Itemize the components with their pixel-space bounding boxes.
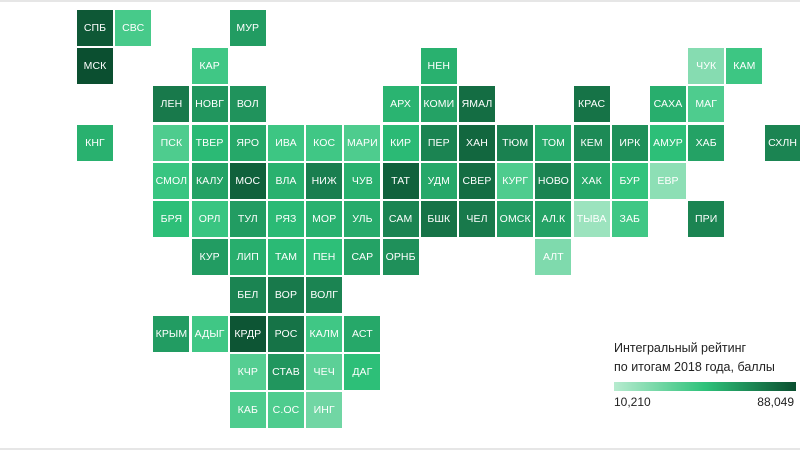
region-tile-САР[interactable]: САР <box>344 239 381 276</box>
region-tile-КАР[interactable]: КАР <box>191 48 228 85</box>
region-tile-ЛЕН[interactable]: ЛЕН <box>153 86 190 123</box>
legend-title-line-1: Интегральный рейтинг <box>614 341 747 355</box>
region-tile-КРАС[interactable]: КРАС <box>573 86 610 123</box>
region-tile-ТАМ[interactable]: ТАМ <box>268 239 304 276</box>
region-tile-ЧУВ[interactable]: ЧУВ <box>344 162 381 199</box>
region-tile-КЕМ[interactable]: КЕМ <box>573 124 610 161</box>
region-tile-ВОЛГ[interactable]: ВОЛГ <box>306 277 343 314</box>
region-tile-АЛТ[interactable]: АЛТ <box>535 239 572 276</box>
region-tile-ХАН[interactable]: ХАН <box>459 124 495 161</box>
region-tile-ПРИ[interactable]: ПРИ <box>688 201 725 237</box>
region-tile-САМ[interactable]: САМ <box>382 201 419 237</box>
region-tile-РЯЗ[interactable]: РЯЗ <box>268 201 304 237</box>
region-tile-АЛ.К[interactable]: АЛ.К <box>535 201 572 237</box>
region-tile-С.ОС[interactable]: С.ОС <box>268 392 304 428</box>
region-tile-НЕН[interactable]: НЕН <box>420 48 457 85</box>
region-tile-СТАВ[interactable]: СТАВ <box>268 353 304 390</box>
region-tile-СВЕР[interactable]: СВЕР <box>459 162 495 199</box>
region-tile-ЯРО[interactable]: ЯРО <box>229 124 266 161</box>
region-tile-ТУЛ[interactable]: ТУЛ <box>229 201 266 237</box>
bottom-divider <box>0 448 800 450</box>
region-tile-ВОР[interactable]: ВОР <box>268 277 304 314</box>
region-tile-ДАГ[interactable]: ДАГ <box>344 353 381 390</box>
region-tile-САХА[interactable]: САХА <box>650 86 686 123</box>
region-tile-ОРЛ[interactable]: ОРЛ <box>191 201 228 237</box>
region-tile-ИНГ[interactable]: ИНГ <box>306 392 343 428</box>
region-tile-АСТ[interactable]: АСТ <box>344 315 381 352</box>
region-tile-ХАБ[interactable]: ХАБ <box>688 124 725 161</box>
region-tile-ЧУК[interactable]: ЧУК <box>688 48 725 85</box>
region-tile-ЧЕЛ[interactable]: ЧЕЛ <box>459 201 495 237</box>
region-tile-СВС[interactable]: СВС <box>115 10 152 46</box>
region-tile-БУР[interactable]: БУР <box>611 162 648 199</box>
region-tile-КНГ[interactable]: КНГ <box>77 124 113 161</box>
region-tile-КРДР[interactable]: КРДР <box>229 315 266 352</box>
region-tile-АМУР[interactable]: АМУР <box>650 124 686 161</box>
region-tile-МАГ[interactable]: МАГ <box>688 86 725 123</box>
legend-gradient-bar <box>614 382 796 391</box>
region-tile-ПСК[interactable]: ПСК <box>153 124 190 161</box>
legend-title-line-2: по итогам 2018 года, баллы <box>614 360 775 374</box>
region-tile-КУРГ[interactable]: КУРГ <box>497 162 534 199</box>
region-tile-ПЕР[interactable]: ПЕР <box>420 124 457 161</box>
region-tile-КОМИ[interactable]: КОМИ <box>420 86 457 123</box>
region-tile-УЛЬ[interactable]: УЛЬ <box>344 201 381 237</box>
region-tile-КИР[interactable]: КИР <box>382 124 419 161</box>
region-tile-ТЮМ[interactable]: ТЮМ <box>497 124 534 161</box>
region-tile-МСК[interactable]: МСК <box>77 48 113 85</box>
region-tile-ТОМ[interactable]: ТОМ <box>535 124 572 161</box>
region-tile-БРЯ[interactable]: БРЯ <box>153 201 190 237</box>
region-tile-ИВА[interactable]: ИВА <box>268 124 304 161</box>
region-tile-КАБ[interactable]: КАБ <box>229 392 266 428</box>
region-tile-ЛИП[interactable]: ЛИП <box>229 239 266 276</box>
region-tile-ТЫВА[interactable]: ТЫВА <box>573 201 610 237</box>
region-tile-ПЕН[interactable]: ПЕН <box>306 239 343 276</box>
legend-min-label: 10,210 <box>614 395 651 409</box>
legend-max-label: 88,049 <box>757 395 794 409</box>
region-tile-ТАТ[interactable]: ТАТ <box>382 162 419 199</box>
region-tile-РОС[interactable]: РОС <box>268 315 304 352</box>
region-tile-ХАК[interactable]: ХАК <box>573 162 610 199</box>
region-tile-БШК[interactable]: БШК <box>420 201 457 237</box>
region-tile-КРЫМ[interactable]: КРЫМ <box>153 315 190 352</box>
region-tile-МОС[interactable]: МОС <box>229 162 266 199</box>
legend: Интегральный рейтинг по итогам 2018 года… <box>614 339 796 411</box>
region-tile-КАЛУ[interactable]: КАЛУ <box>191 162 228 199</box>
region-tile-СМОЛ[interactable]: СМОЛ <box>153 162 190 199</box>
region-tile-БЕЛ[interactable]: БЕЛ <box>229 277 266 314</box>
region-tile-ОМСК[interactable]: ОМСК <box>497 201 534 237</box>
region-tile-ЯМАЛ[interactable]: ЯМАЛ <box>459 86 495 123</box>
region-tile-КАМ[interactable]: КАМ <box>726 48 763 85</box>
region-tile-ТВЕР[interactable]: ТВЕР <box>191 124 228 161</box>
region-tile-НОВГ[interactable]: НОВГ <box>191 86 228 123</box>
region-tile-ЧЕЧ[interactable]: ЧЕЧ <box>306 353 343 390</box>
region-tile-ЗАБ[interactable]: ЗАБ <box>611 201 648 237</box>
region-tile-НОВО[interactable]: НОВО <box>535 162 572 199</box>
region-tile-МУР[interactable]: МУР <box>229 10 266 46</box>
region-tile-ЕВР[interactable]: ЕВР <box>650 162 686 199</box>
region-tile-СПБ[interactable]: СПБ <box>77 10 113 46</box>
region-tile-АРХ[interactable]: АРХ <box>382 86 419 123</box>
region-tile-КОС[interactable]: КОС <box>306 124 343 161</box>
region-tile-МАРИ[interactable]: МАРИ <box>344 124 381 161</box>
legend-labels: 10,210 88,049 <box>614 395 796 411</box>
region-tile-АДЫГ[interactable]: АДЫГ <box>191 315 228 352</box>
region-tile-ОРНБ[interactable]: ОРНБ <box>382 239 419 276</box>
region-tile-КЧР[interactable]: КЧР <box>229 353 266 390</box>
region-tile-ИРК[interactable]: ИРК <box>611 124 648 161</box>
region-tile-СХЛН[interactable]: СХЛН <box>764 124 800 161</box>
region-tile-ВОЛ[interactable]: ВОЛ <box>229 86 266 123</box>
region-tile-МОР[interactable]: МОР <box>306 201 343 237</box>
top-divider <box>0 0 800 2</box>
region-tile-ВЛА[interactable]: ВЛА <box>268 162 304 199</box>
region-tile-УДМ[interactable]: УДМ <box>420 162 457 199</box>
region-tile-КАЛМ[interactable]: КАЛМ <box>306 315 343 352</box>
region-tile-НИЖ[interactable]: НИЖ <box>306 162 343 199</box>
region-tile-КУР[interactable]: КУР <box>191 239 228 276</box>
